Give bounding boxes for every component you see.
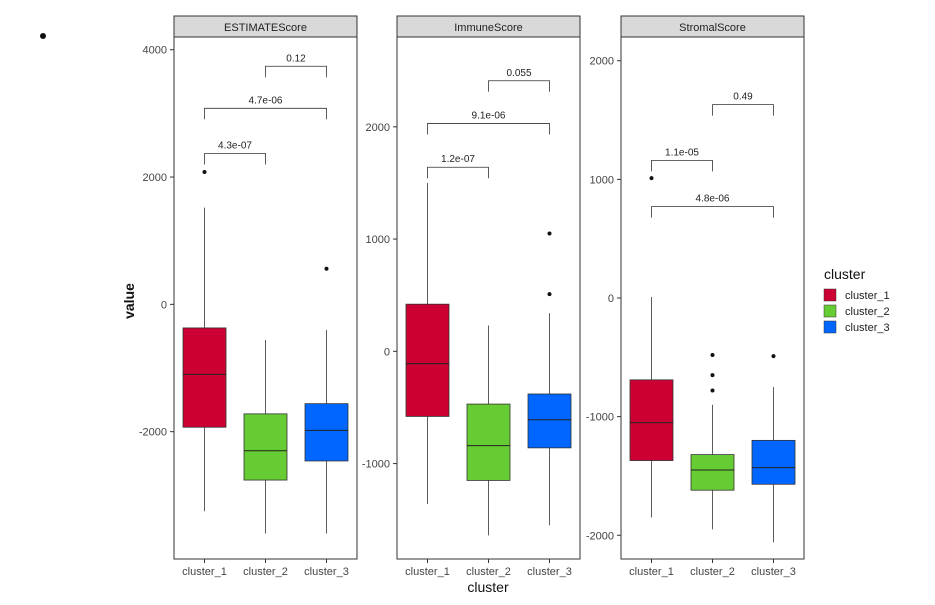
legend-label-cluster_1: cluster_1 [845, 290, 890, 302]
box-iqr [690, 454, 735, 491]
panel-ImmuneScore: ImmuneScore -1000 0 1000 2000 cluster_1 cluste… [362, 15, 581, 578]
x-tick-label: cluster_3 [527, 566, 572, 578]
x-tick-label: cluster_2 [243, 566, 288, 578]
panels: ESTIMATEScore -2000 0 2000 4000 cluster_1 clus… [139, 15, 805, 578]
box-cluster_3 [751, 354, 796, 543]
box-cluster_1 [405, 182, 450, 504]
p-value-label: 0.49 [733, 92, 753, 103]
bracket-line [712, 104, 774, 116]
legend-label-cluster_3: cluster_3 [845, 322, 890, 334]
outlier-point [547, 292, 552, 297]
outlier-point [710, 388, 715, 393]
box-cluster_1 [629, 176, 674, 518]
facet-title: ESTIMATEScore [224, 22, 307, 34]
x-tick-label: cluster_1 [629, 566, 674, 578]
significance-bracket: 4.3e-07 [204, 140, 266, 165]
significance-bracket: 1.1e-05 [651, 147, 713, 172]
outlier-point [202, 169, 207, 174]
legend-key-cluster_1 [823, 288, 837, 302]
bullet-dot [40, 33, 46, 39]
p-value-label: 4.8e-06 [696, 194, 730, 205]
y-axis-label: value [121, 283, 137, 319]
outlier-point [710, 373, 715, 378]
box-cluster_2 [466, 325, 511, 536]
y-tick-label: 0 [608, 293, 614, 305]
p-value-label: 4.7e-06 [249, 95, 283, 106]
y-tick-label: -2000 [586, 530, 614, 542]
significance-bracket: 0.49 [712, 92, 774, 116]
box-iqr [304, 403, 349, 462]
box-iqr [243, 413, 288, 481]
y-tick-label: 4000 [143, 45, 167, 57]
bracket-line [427, 123, 550, 135]
bracket-line [651, 206, 774, 218]
outlier-point [710, 352, 715, 357]
box-iqr [466, 403, 511, 481]
y-tick-label: -2000 [139, 427, 167, 439]
significance-bracket: 4.7e-06 [204, 95, 327, 120]
x-axis-label: cluster [467, 579, 509, 595]
x-tick-label: cluster_1 [182, 566, 227, 578]
x-tick-label: cluster_3 [304, 566, 349, 578]
y-tick-label: 0 [384, 346, 390, 358]
significance-bracket: 9.1e-06 [427, 110, 550, 135]
box-iqr [182, 327, 227, 428]
panel-ESTIMATEScore: ESTIMATEScore -2000 0 2000 4000 cluster_1 clus… [139, 15, 358, 578]
p-value-label: 1.1e-05 [665, 147, 699, 158]
x-tick-label: cluster_2 [466, 566, 511, 578]
box-iqr [527, 393, 572, 449]
bracket-line [488, 80, 550, 92]
significance-bracket: 4.8e-06 [651, 194, 774, 218]
x-tick-label: cluster_1 [405, 566, 450, 578]
x-tick-label: cluster_3 [751, 566, 796, 578]
box-cluster_2 [690, 352, 735, 530]
y-tick-label: 1000 [590, 174, 614, 186]
x-tick-label: cluster_2 [690, 566, 735, 578]
legend-key-cluster_2 [823, 304, 837, 318]
bracket-line [204, 153, 266, 165]
y-tick-label: -1000 [586, 412, 614, 424]
p-value-label: 0.055 [506, 68, 531, 79]
p-value-label: 9.1e-06 [472, 110, 506, 121]
legend-title: cluster [824, 266, 866, 282]
legend-key-cluster_3 [823, 320, 837, 334]
outlier-point [649, 176, 654, 181]
y-tick-label: 1000 [366, 234, 390, 246]
facet-title: ImmuneScore [454, 22, 522, 34]
box-iqr [751, 439, 796, 485]
y-tick-label: 0 [161, 299, 167, 311]
box-iqr [405, 303, 450, 417]
box-cluster_2 [243, 340, 288, 534]
y-tick-label: 2000 [366, 122, 390, 134]
bracket-line [265, 65, 327, 78]
significance-bracket: 1.2e-07 [427, 154, 489, 179]
significance-bracket: 0.055 [488, 68, 550, 92]
y-tick-label: 2000 [143, 172, 167, 184]
box-cluster_3 [304, 266, 349, 534]
p-value-label: 1.2e-07 [441, 154, 475, 165]
significance-bracket: 0.12 [265, 53, 327, 78]
panel-StromalScore: StromalScore -2000 -1000 0 1000 2000 cluster_1… [586, 15, 805, 578]
bracket-line [651, 159, 713, 172]
outlier-point [547, 231, 552, 236]
y-tick-label: 2000 [590, 56, 614, 68]
legend-label-cluster_2: cluster_2 [845, 306, 890, 318]
outlier-point [771, 354, 776, 359]
box-cluster_3 [527, 231, 572, 526]
bracket-line [204, 107, 327, 120]
legend: cluster cluster_1 cluster_2 cluster_3 [823, 266, 890, 334]
bracket-line [427, 166, 489, 179]
facet-title: StromalScore [679, 22, 746, 34]
y-tick-label: -1000 [362, 459, 390, 471]
p-value-label: 0.12 [286, 53, 306, 64]
box-iqr [629, 379, 674, 461]
box-cluster_1 [182, 169, 227, 512]
p-value-label: 4.3e-07 [218, 140, 252, 151]
outlier-point [324, 266, 329, 271]
